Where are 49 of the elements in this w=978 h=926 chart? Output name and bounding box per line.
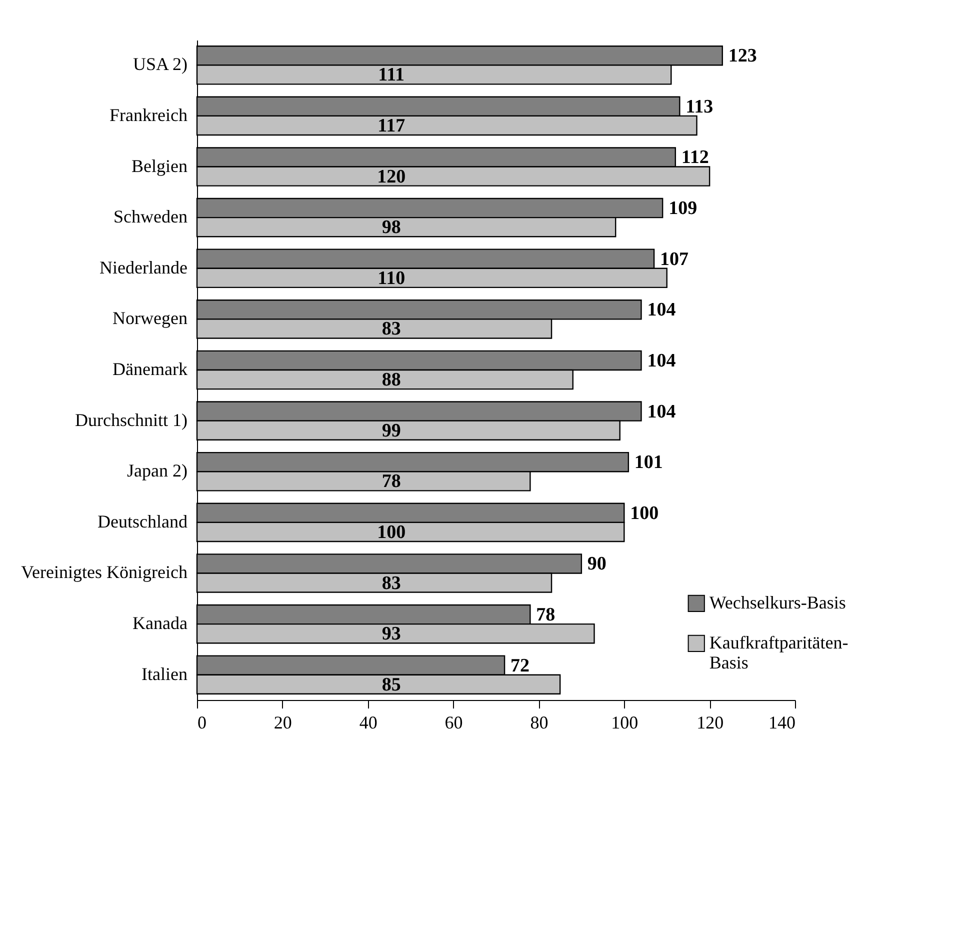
data-label: 72	[510, 655, 530, 676]
data-label: 101	[634, 452, 663, 474]
legend-label: Kaufkraftparitäten-Basis	[709, 632, 848, 672]
data-label: 113	[686, 96, 714, 118]
data-label: 112	[681, 147, 709, 168]
legend-label: Wechselkurs-Basis	[709, 592, 846, 612]
data-label: 83	[382, 572, 401, 594]
data-label: 83	[382, 318, 401, 340]
y-tick-label: Deutschland	[98, 511, 188, 532]
data-label: 104	[647, 300, 676, 321]
y-tick-label: Japan 2)	[127, 460, 188, 481]
y-tick-label: Kanada	[132, 613, 188, 634]
data-label: 88	[382, 370, 401, 391]
y-tick-label: Vereinigtes Königreich	[21, 562, 188, 582]
y-tick-label: Italien	[142, 664, 188, 684]
data-label: 99	[382, 420, 401, 442]
x-tick-label: 20	[274, 712, 292, 732]
x-tick-label: 0	[198, 712, 206, 732]
x-tick-label: 80	[530, 712, 548, 732]
data-label: 78	[536, 604, 556, 626]
y-tick-label: Belgien	[132, 156, 188, 176]
x-tick-label: 120	[696, 712, 724, 732]
x-tick-label: 60	[444, 712, 463, 732]
y-tick-label: Niederlande	[100, 257, 188, 278]
y-tick-label: Schweden	[114, 206, 188, 227]
data-label: 110	[378, 268, 406, 289]
y-tick-label: Norwegen	[112, 308, 188, 328]
x-tick-label: 140	[768, 712, 796, 732]
data-label: 98	[382, 217, 401, 238]
y-tick-label: Durchschnitt 1)	[75, 410, 188, 430]
data-label: 78	[382, 471, 401, 492]
data-label: 90	[587, 554, 606, 575]
data-label: 85	[382, 674, 401, 696]
data-label: 111	[378, 64, 405, 86]
data-label: 117	[378, 115, 406, 136]
y-tick-label: Dänemark	[112, 359, 188, 379]
data-label: 109	[668, 198, 698, 220]
data-label: 100	[630, 502, 659, 524]
data-label: 104	[647, 350, 676, 372]
data-label: 107	[660, 248, 690, 270]
y-tick-label: Frankreich	[110, 104, 188, 125]
data-label: 123	[728, 46, 757, 67]
data-label: 100	[377, 522, 406, 543]
x-tick-label: 40	[359, 712, 378, 732]
data-label: 93	[382, 624, 401, 645]
data-label: 120	[377, 166, 406, 188]
x-tick-label: 100	[611, 712, 638, 732]
data-label: 104	[647, 401, 676, 422]
y-tick-label: USA 2)	[132, 54, 188, 74]
